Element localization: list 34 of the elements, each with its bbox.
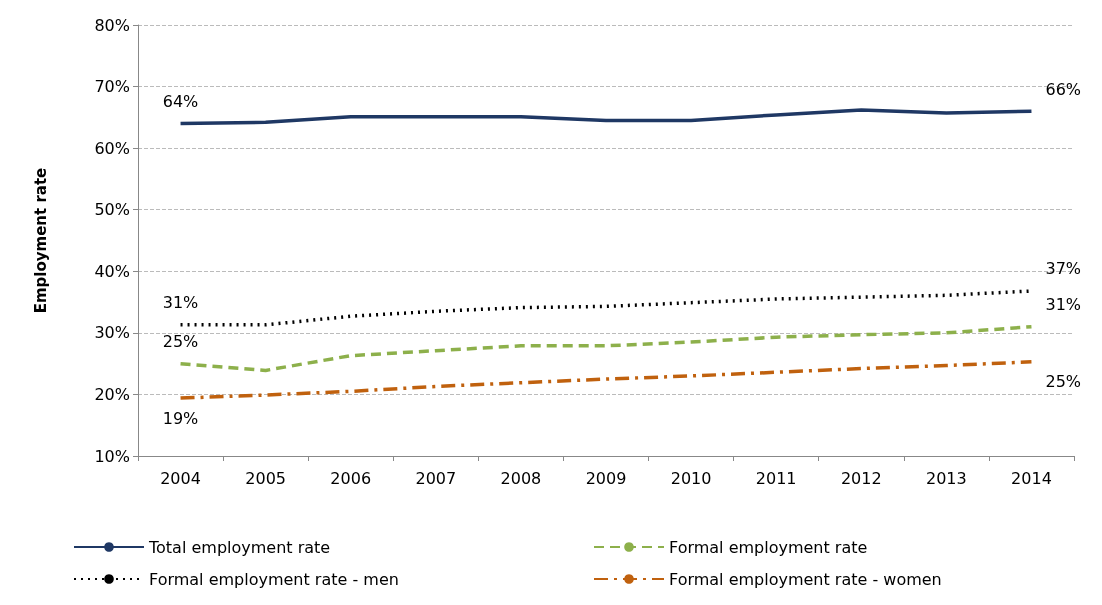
legend-label: Formal employment rate - men [149,569,399,589]
y-tick-label: 10% [94,446,130,466]
legend-label: Formal employment rate [669,537,868,557]
annotation: 64% [162,92,199,112]
y-tick-label: 70% [94,77,130,97]
annotation: 31% [1045,295,1082,315]
y-tick-label: 20% [94,384,130,404]
x-tick-label: 2006 [330,468,372,488]
annotation: 19% [162,408,199,428]
x-tick-label: 2009 [585,468,627,488]
y-tick-label: 60% [94,138,130,158]
annotation: 31% [162,293,199,313]
legend-label: Formal employment rate - women [669,569,942,589]
line-series [178,360,1034,400]
annotation: 25% [162,332,199,352]
y-tick-label: 40% [94,261,130,281]
annotation: 25% [1045,372,1082,392]
x-tick-label: 2008 [500,468,542,488]
x-tick-label: 2007 [415,468,457,488]
y-tick-label: 30% [94,323,130,343]
x-tick-label: 2012 [840,468,882,488]
x-tick-label: 2010 [670,468,712,488]
legend-label: Total employment rate [148,537,331,557]
x-tick-label: 2013 [926,468,967,488]
x-tick-label: 2005 [245,468,286,488]
annotation: 66% [1045,79,1082,99]
x-tick-label: 2014 [1011,468,1052,488]
annotation: 37% [1045,259,1082,279]
x-tick-label: 2004 [160,468,201,488]
x-tick-label: 2011 [755,468,797,488]
line-series [178,108,1034,126]
y-tick-label: 80% [94,15,130,35]
y-axis-title: Employment rate [31,167,50,314]
y-tick-label: 50% [94,200,130,220]
